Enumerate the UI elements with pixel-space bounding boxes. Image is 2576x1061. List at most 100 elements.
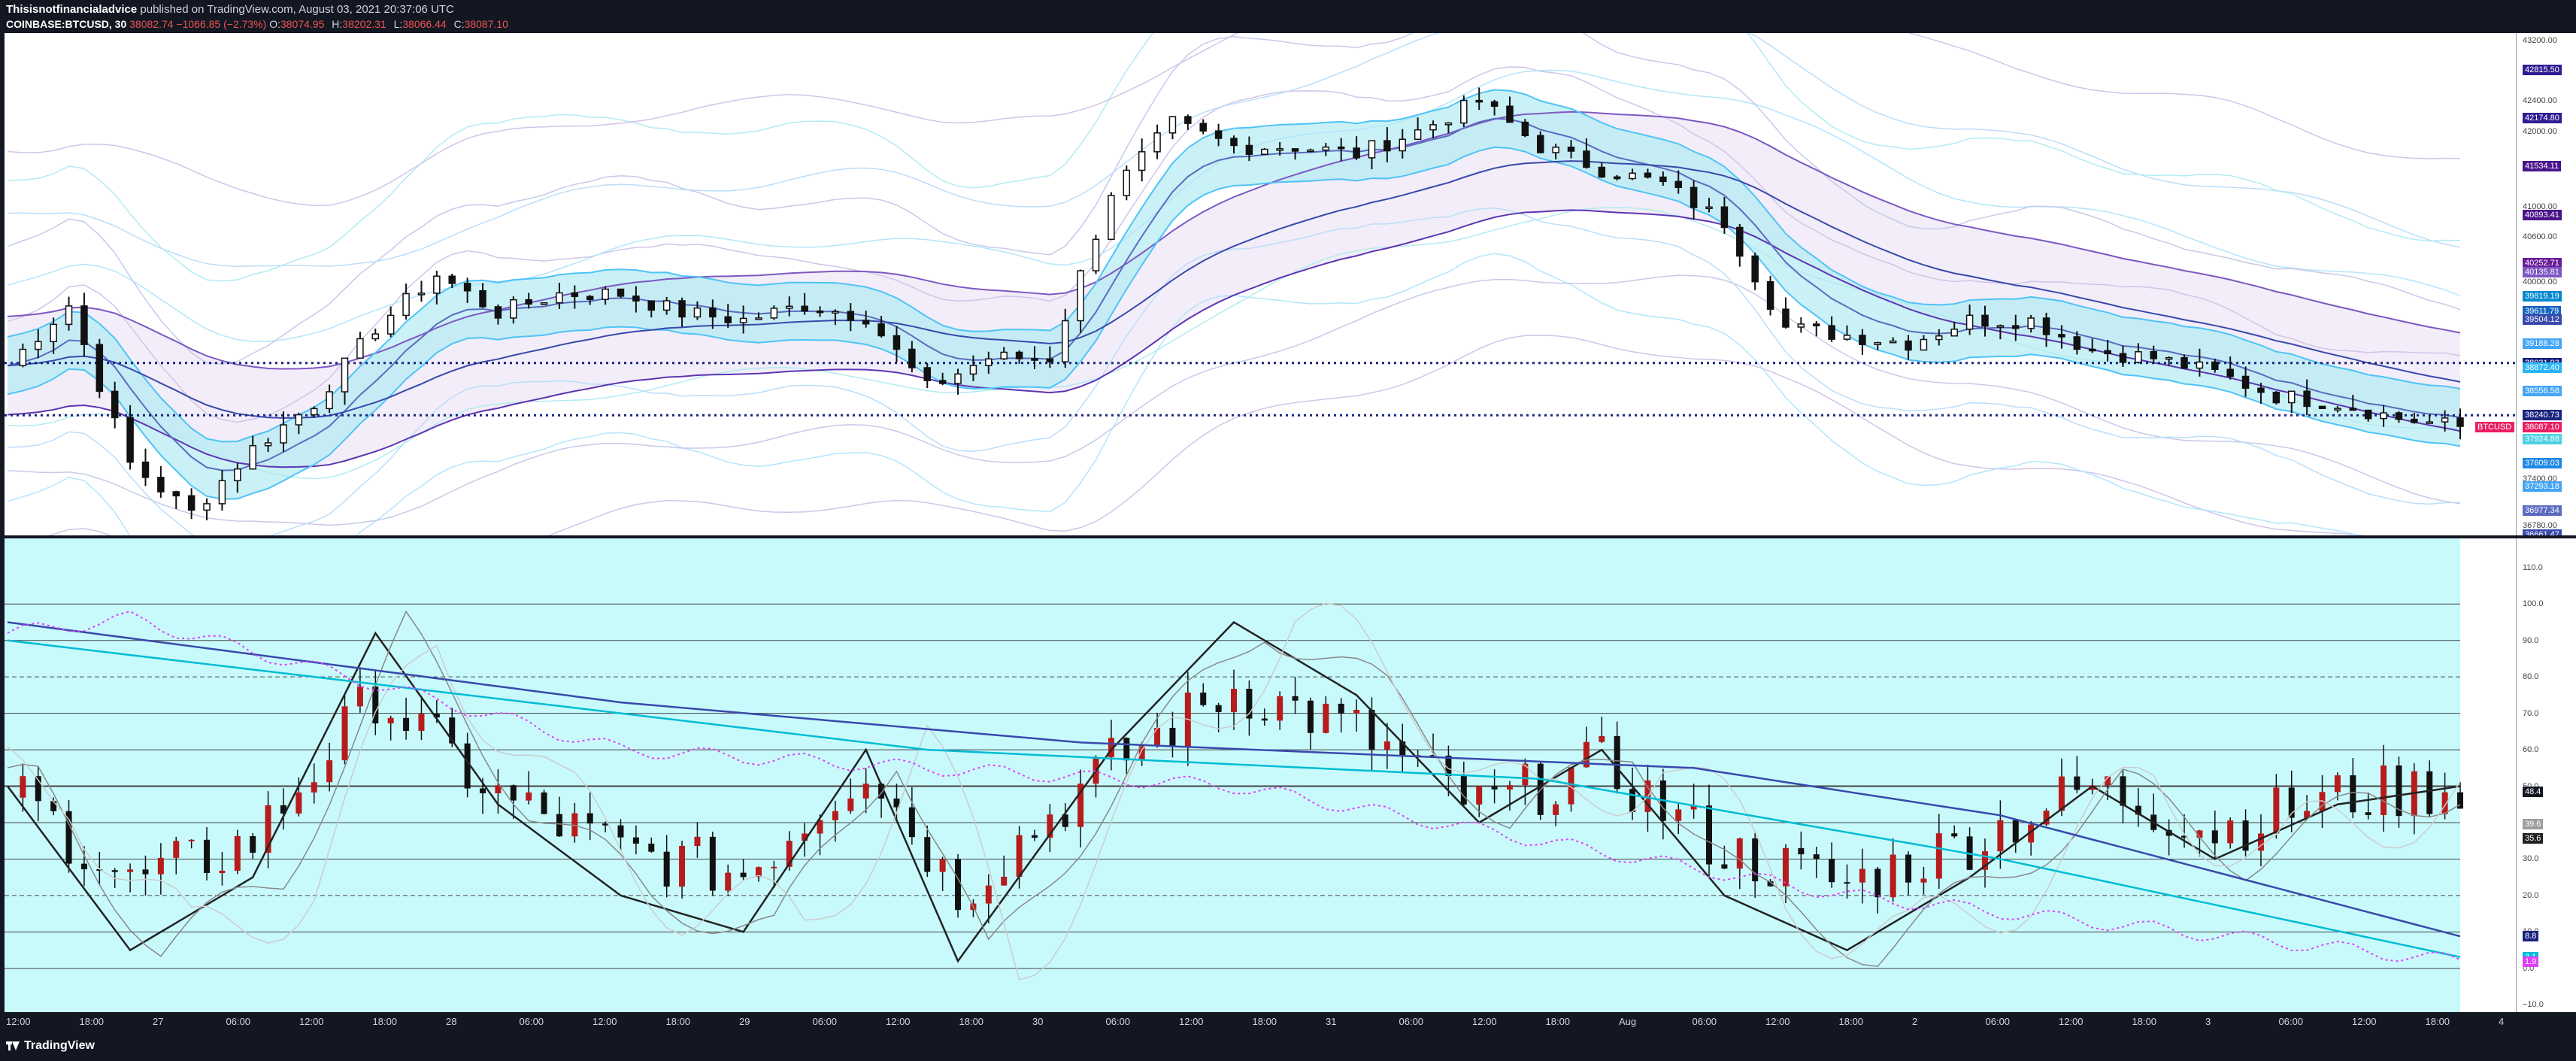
tradingview-logo[interactable]: TradingView xyxy=(6,1039,95,1053)
candle-body xyxy=(1168,116,1177,134)
osc-candle-body xyxy=(433,714,440,718)
price-tick-label: 36780.00 xyxy=(2523,520,2557,530)
envelope-band-line xyxy=(47,335,2366,535)
candle-body xyxy=(494,306,502,319)
candle-body xyxy=(1015,351,1023,359)
time-tick-label: 12:00 xyxy=(299,1016,324,1027)
price-level-tag: 40893.41 xyxy=(2523,209,2562,220)
candle-body xyxy=(1659,176,1667,183)
open-value: 38074.95 xyxy=(280,18,325,30)
last-price: 38082.74 xyxy=(129,18,174,30)
price-level-tag: 39611.79 xyxy=(2523,306,2562,317)
open-label: O: xyxy=(269,18,280,30)
publish-info: Thisisnotfinancialadvice published on Tr… xyxy=(6,3,454,16)
candle-body xyxy=(2196,361,2204,369)
candle-body xyxy=(1981,314,1989,327)
candle-body xyxy=(1935,335,1943,341)
oscillator-axis[interactable]: 110.0100.090.080.070.060.050.040.030.020… xyxy=(2516,538,2576,1012)
osc-candle-body xyxy=(740,872,747,878)
candle-body xyxy=(709,307,717,318)
time-tick-label: 12:00 xyxy=(1472,1016,1497,1027)
osc-candle-body xyxy=(1001,876,1008,886)
candle-body xyxy=(19,348,27,366)
candle-body xyxy=(1720,206,1729,229)
price-axis[interactable]: 43200.00 42400.00 42000.00 41000.00 40600.00… xyxy=(2516,33,2576,540)
osc-candle-body xyxy=(1813,854,1820,859)
price-chart[interactable] xyxy=(5,33,2516,535)
osc-candle-body xyxy=(403,717,410,731)
candle-body xyxy=(249,444,256,470)
osc-candle-body xyxy=(862,784,869,799)
candle-body xyxy=(141,461,150,478)
time-tick-label: 18:00 xyxy=(2425,1016,2450,1027)
osc-candle-body xyxy=(2058,776,2065,811)
osc-candle-body xyxy=(725,872,732,891)
candle-body xyxy=(1000,351,1008,360)
osc-candle-body xyxy=(802,833,808,841)
time-axis[interactable]: 12:00 18:00 27 06:00 12:00 18:00 28 06:00 12:00 1… xyxy=(0,1012,2576,1030)
candle-body xyxy=(1184,116,1192,124)
candle-body xyxy=(1460,99,1468,124)
osc-candle-body xyxy=(1261,718,1268,721)
close-value: 38087.10 xyxy=(464,18,508,30)
candle-body xyxy=(1276,148,1283,151)
osc-candle-body xyxy=(1583,741,1590,768)
published-on: published on TradingView.com, August 03,… xyxy=(140,3,454,16)
osc-candle-body xyxy=(586,813,593,824)
osc-candle-body xyxy=(1798,847,1805,855)
candle-body xyxy=(847,311,855,321)
candle-body xyxy=(1905,340,1912,351)
osc-candle-body xyxy=(1767,881,1774,887)
osc-candle-body xyxy=(648,843,655,852)
envelope-band-line xyxy=(7,33,2461,207)
candle-body xyxy=(2073,336,2081,350)
candle-body xyxy=(985,358,993,366)
osc-candle-body xyxy=(1476,786,1483,805)
osc-candle-body xyxy=(65,811,72,864)
candle-body xyxy=(35,341,42,350)
candle-body xyxy=(1874,341,1882,345)
osc-candle-body xyxy=(817,820,823,834)
osc-candle-body xyxy=(295,792,302,814)
symbol-label[interactable]: COINBASE:BTCUSD, 30 xyxy=(6,18,127,30)
time-tick-label: 3 xyxy=(2205,1016,2211,1027)
osc-tick-label: 60.0 xyxy=(2523,745,2539,755)
osc-candle-body xyxy=(372,686,379,724)
candle-body xyxy=(1307,149,1314,153)
candle-body xyxy=(2364,409,2372,420)
osc-candle-body xyxy=(985,885,992,904)
stoch-line xyxy=(6,620,2461,963)
candle-body xyxy=(2441,417,2449,423)
candle-body xyxy=(1782,308,1790,328)
price-level-tag: 39819.19 xyxy=(2523,290,2562,302)
oscillator-chart[interactable] xyxy=(5,538,2516,1012)
osc-candle-body xyxy=(142,869,149,875)
oscillator-pane[interactable] xyxy=(5,538,2516,1012)
osc-candle-body xyxy=(1890,854,1896,898)
osc-candle-body xyxy=(311,782,317,793)
time-tick-label: 18:00 xyxy=(1838,1016,1864,1027)
osc-candle-body xyxy=(1277,696,1283,721)
band-line xyxy=(7,89,2461,443)
osc-candle-body xyxy=(1383,741,1390,750)
pane-divider[interactable] xyxy=(0,535,2576,538)
osc-candle-body xyxy=(2012,820,2019,843)
candle-body xyxy=(586,296,594,300)
envelope-band-line xyxy=(7,207,2461,480)
price-change: −1066.85 (−2.73%) xyxy=(176,18,267,30)
price-pane[interactable] xyxy=(5,33,2516,535)
price-tick-label: 40600.00 xyxy=(2523,232,2557,242)
osc-candle-body xyxy=(1430,755,1437,757)
osc-candle-body xyxy=(709,836,716,891)
candle-body xyxy=(923,367,931,381)
publisher-name: Thisisnotfinancialadvice xyxy=(6,3,138,16)
time-tick-label: 12:00 xyxy=(592,1016,617,1027)
candle-body xyxy=(1613,176,1621,180)
osc-candle-body xyxy=(1844,882,1850,884)
candle-body xyxy=(463,283,471,292)
envelope-band-line xyxy=(7,33,2461,282)
candle-body xyxy=(2119,353,2127,363)
candle-body xyxy=(1490,101,1499,107)
candle-body xyxy=(893,335,901,350)
osc-candle-body xyxy=(1829,859,1835,883)
